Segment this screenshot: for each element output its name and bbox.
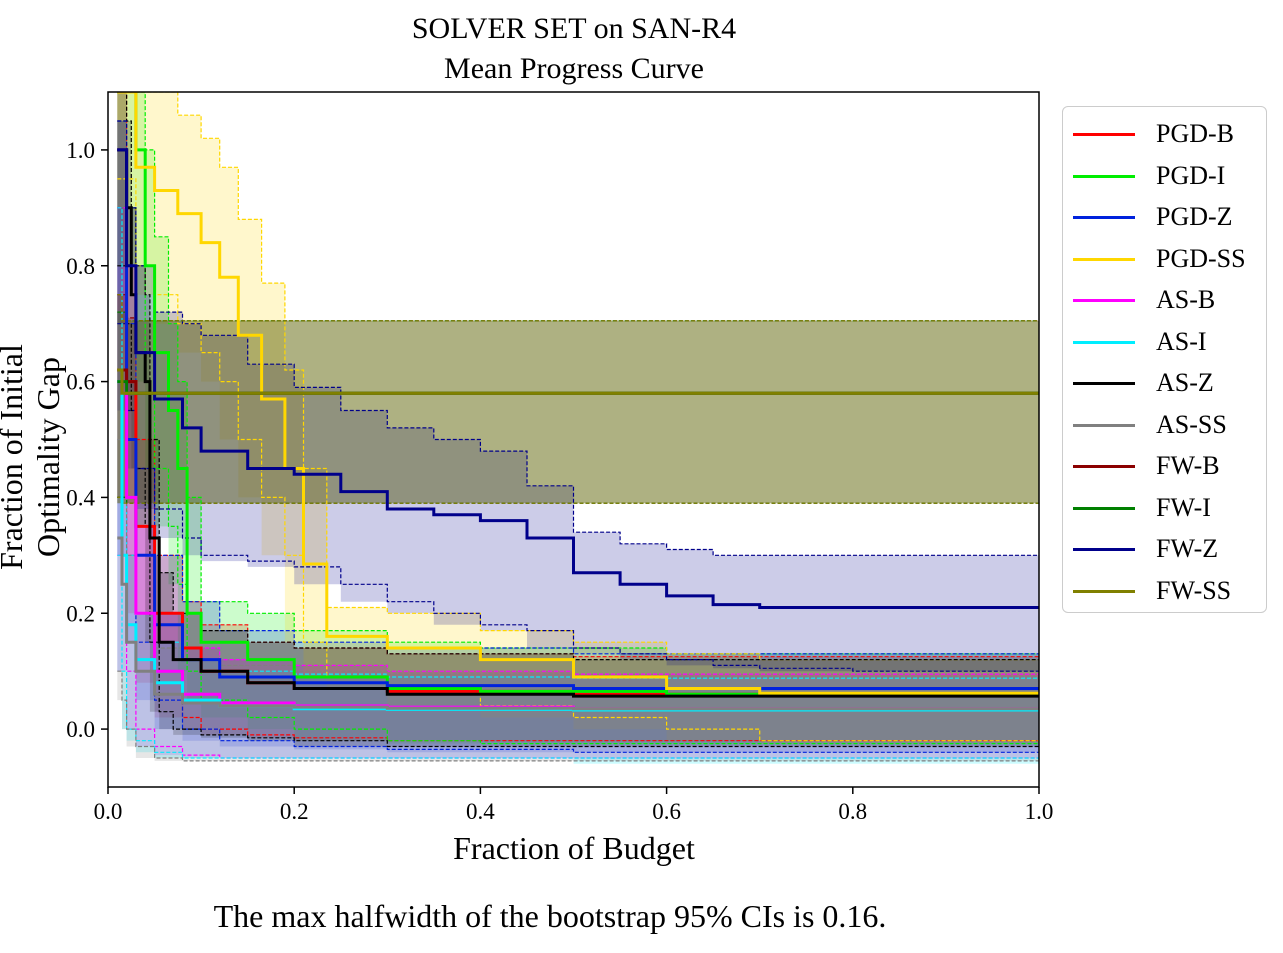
ci-band-pgd-b — [117, 92, 1039, 741]
series-line-as-ss — [117, 536, 1039, 711]
y-tick-label: 0.0 — [66, 717, 95, 742]
legend: PGD-B PGD-I PGD-Z PGD-SS AS-B AS-I AS-Z AS-SS FW… — [1062, 106, 1267, 613]
legend-item-pgd-b: PGD-B — [1073, 114, 1263, 154]
legend-item-as-ss: AS-SS — [1073, 405, 1263, 445]
legend-label: PGD-SS — [1156, 243, 1246, 273]
ci-upper-pgd-i — [117, 92, 1039, 655]
legend-swatch — [1073, 423, 1135, 427]
x-tick-label: 0.4 — [466, 799, 495, 824]
legend-item-as-b: AS-B — [1073, 280, 1263, 320]
legend-item-fw-b: FW-B — [1073, 446, 1263, 486]
legend-label: AS-Z — [1156, 368, 1214, 397]
ci-upper-fw-z — [117, 120, 1039, 556]
chart-title: SOLVER SET on SAN-R4 — [411, 12, 737, 45]
legend-item-fw-i: FW-I — [1073, 488, 1263, 528]
ci-band-fw-i — [117, 312, 1039, 504]
legend-swatch — [1073, 506, 1135, 510]
legend-label: PGD-B — [1156, 119, 1235, 148]
ci-band-fw-b — [117, 294, 1039, 504]
legend-item-pgd-z: PGD-Z — [1073, 197, 1263, 237]
legend-label: FW-Z — [1156, 534, 1219, 563]
legend-label: FW-SS — [1156, 575, 1232, 605]
legend-swatch — [1073, 382, 1135, 385]
legend-swatch — [1073, 340, 1135, 344]
ci-band-fw-ss — [117, 294, 1039, 504]
x-axis-label: Fraction of Budget — [453, 830, 695, 866]
ci-upper-pgd-ss — [117, 92, 1039, 661]
legend-swatch — [1073, 216, 1135, 219]
legend-item-as-i: AS-I — [1073, 322, 1263, 362]
ci-lower-pgd-z — [117, 207, 1039, 753]
ci-lower-pgd-ss — [117, 178, 1039, 744]
ci-lower-as-z — [117, 265, 1039, 748]
legend-label: PGD-I — [1156, 160, 1226, 190]
series-line-pgd-i — [117, 92, 1039, 696]
x-tick-label: 0.0 — [94, 799, 123, 824]
legend-item-as-z: AS-Z — [1073, 363, 1263, 403]
ci-band-as-ss — [117, 439, 1039, 761]
plot-frame — [107, 91, 1040, 788]
legend-item-pgd-i: PGD-I — [1073, 156, 1263, 196]
legend-swatch — [1073, 174, 1135, 178]
y-tick-label: 1.0 — [66, 138, 95, 163]
legend-label: AS-SS — [1156, 409, 1227, 439]
ci-lower-as-ss — [117, 670, 1039, 762]
legend-item-fw-ss: FW-SS — [1073, 571, 1263, 611]
legend-swatch — [1073, 257, 1135, 261]
y-axis-label: Fraction of Initial Optimality Gap — [0, 344, 66, 570]
legend-item-pgd-ss: PGD-SS — [1073, 239, 1263, 279]
ci-note: The max halfwidth of the bootstrap 95% C… — [213, 898, 887, 934]
series-line-fw-ss — [117, 368, 1039, 395]
series-line-as-z — [117, 148, 1039, 698]
legend-swatch — [1073, 299, 1135, 302]
y-tick-label: 0.8 — [66, 254, 95, 279]
legend-label: PGD-Z — [1156, 202, 1233, 231]
legend-swatch — [1073, 465, 1135, 468]
x-tick-label: 0.6 — [652, 799, 681, 824]
legend-swatch — [1073, 589, 1135, 593]
legend-swatch — [1073, 133, 1135, 136]
legend-label: FW-I — [1156, 492, 1211, 522]
ci-band-fw-z — [117, 121, 1039, 672]
chart-subtitle: Mean Progress Curve — [444, 52, 704, 85]
legend-item-fw-z: FW-Z — [1073, 529, 1263, 569]
ci-upper-fw-ss — [117, 294, 1039, 322]
series-line-fw-z — [117, 148, 1039, 609]
legend-swatch — [1073, 548, 1135, 551]
ci-lower-as-i — [117, 554, 1039, 764]
ci-lower-fw-z — [117, 323, 1039, 672]
x-tick-label: 0.8 — [838, 799, 867, 824]
y-tick-label: 0.6 — [66, 370, 95, 395]
legend-label: FW-B — [1156, 451, 1220, 480]
y-tick-label: 0.4 — [66, 485, 95, 510]
x-tick-label: 1.0 — [1025, 799, 1054, 824]
y-tick-label: 0.2 — [66, 601, 95, 626]
x-tick-label: 0.2 — [280, 799, 309, 824]
ci-band-as-z — [117, 92, 1039, 747]
legend-label: AS-I — [1156, 326, 1207, 356]
ci-upper-as-z — [117, 92, 1039, 661]
legend-label: AS-B — [1156, 285, 1216, 314]
